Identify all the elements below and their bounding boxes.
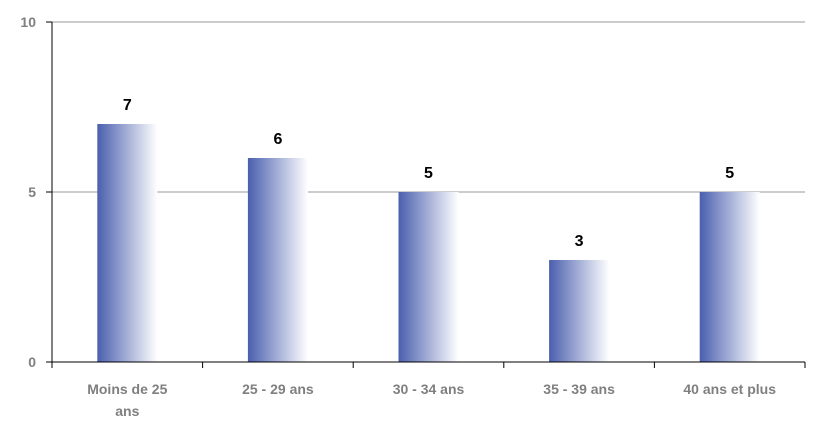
data-label: 5: [424, 165, 433, 182]
bar: [549, 260, 610, 362]
y-tick-label: 10: [20, 14, 36, 30]
axes: [46, 21, 806, 368]
data-label: 3: [575, 233, 584, 250]
y-tick-label: 0: [28, 354, 36, 370]
category-label: ans: [115, 403, 139, 419]
y-tick-label: 5: [28, 184, 36, 200]
data-label: 5: [725, 165, 734, 182]
bar: [398, 192, 459, 362]
bars: [97, 124, 760, 362]
labels: 7 Moins de 25 ans 6 25 - 29 ans 5 30 - 34 ans 3…: [20, 14, 776, 419]
data-label: 7: [123, 97, 132, 114]
bar: [97, 124, 158, 362]
category-label: 40 ans et plus: [683, 381, 776, 397]
category-label: 25 - 29 ans: [242, 381, 314, 397]
category-label: 30 - 34 ans: [393, 381, 465, 397]
data-label: 6: [273, 131, 282, 148]
bar: [247, 158, 308, 362]
bar: [699, 192, 760, 362]
category-label: Moins de 25: [87, 381, 167, 397]
category-label: 35 - 39 ans: [543, 381, 615, 397]
